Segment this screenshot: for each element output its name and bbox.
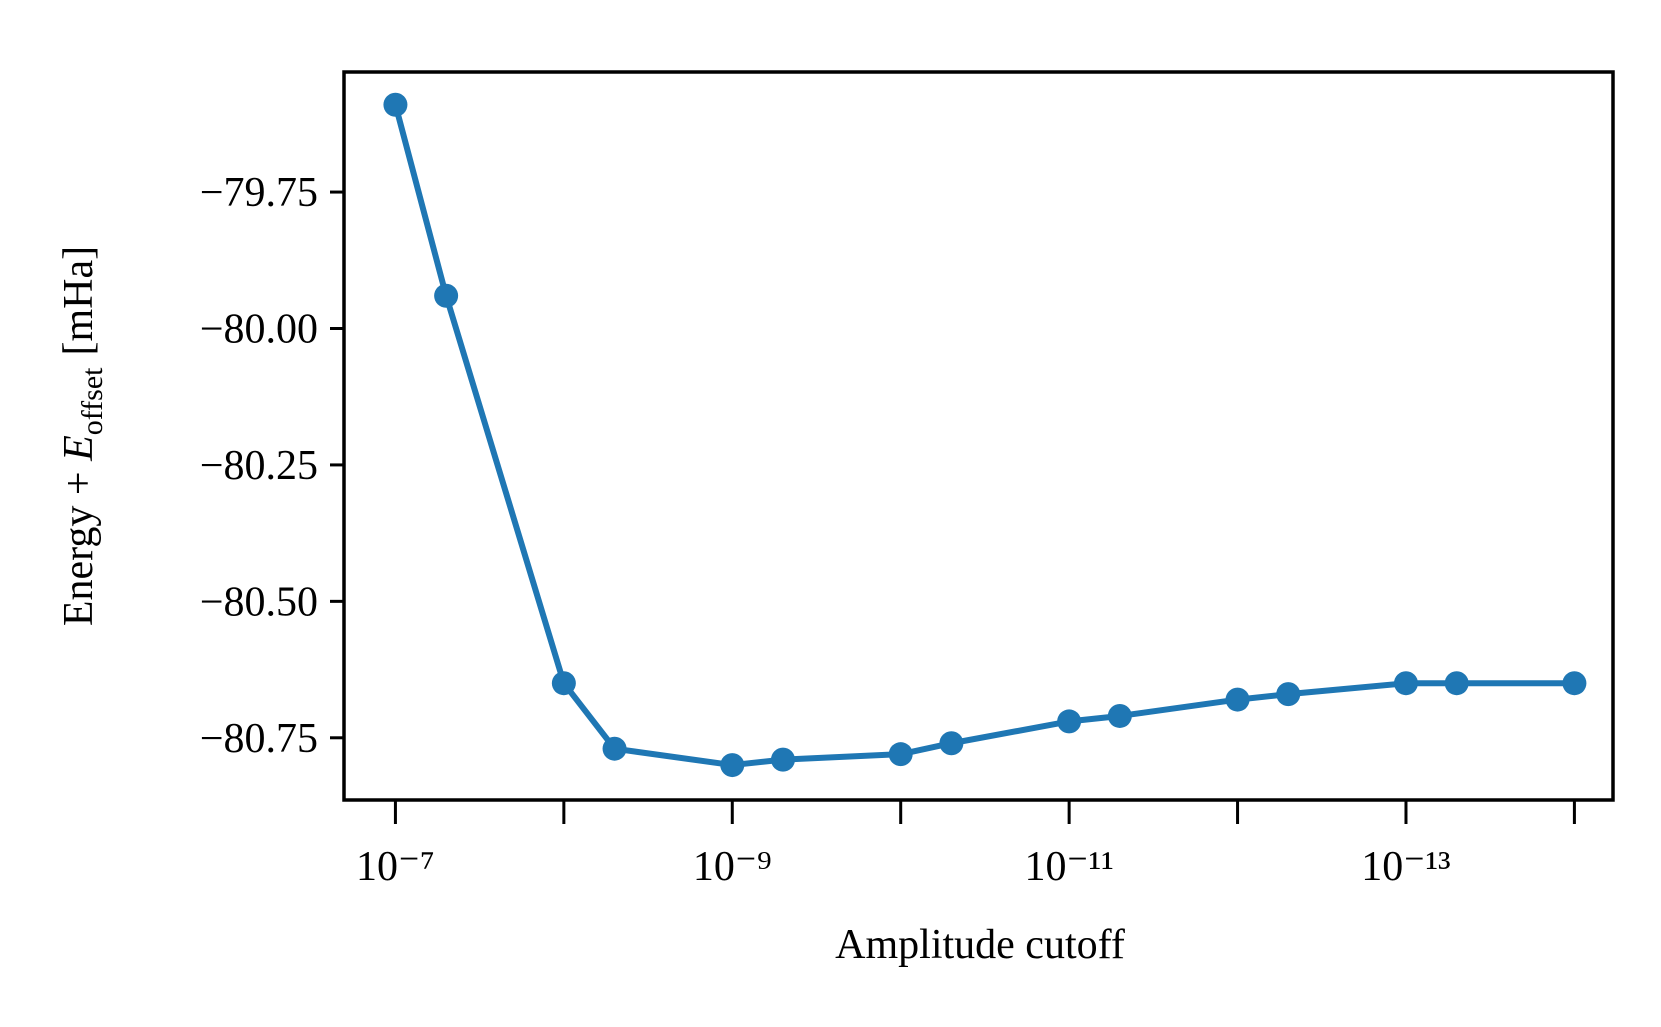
data-point: [1562, 671, 1587, 696]
data-point: [1393, 671, 1418, 696]
y-axis-label: Energy + Eoffset [mHa]: [56, 246, 109, 626]
data-point: [602, 736, 627, 761]
data-point: [1107, 703, 1132, 728]
data-point: [1225, 687, 1250, 712]
data-point: [434, 283, 459, 308]
y-label-prefix: Energy +: [56, 461, 102, 626]
y-tick-label: −80.25: [200, 443, 318, 489]
y-tick-label: −79.75: [200, 170, 318, 216]
x-tick-label: 10⁻⁹: [693, 844, 772, 890]
plot-frame: [342, 70, 1615, 802]
data-point: [1057, 709, 1082, 734]
data-point: [1444, 671, 1469, 696]
data-point: [383, 92, 408, 117]
y-label-unit: [mHa]: [56, 246, 102, 356]
data-point: [888, 742, 913, 767]
x-tick-label: 10⁻⁷: [356, 844, 435, 890]
data-point: [551, 671, 576, 696]
data-point: [770, 747, 795, 772]
data-point: [1276, 682, 1301, 707]
y-label-symbol: E: [56, 435, 102, 462]
y-label-subscript: offset: [76, 367, 109, 435]
y-tick-label: −80.75: [200, 716, 318, 762]
data-point: [939, 731, 964, 756]
x-tick-label: 10⁻¹¹: [1024, 844, 1113, 890]
y-tick-label: −80.00: [200, 306, 318, 352]
x-tick-label: 10⁻¹³: [1361, 844, 1450, 890]
y-tick-label: −80.50: [200, 579, 318, 625]
x-axis-label: Amplitude cutoff: [835, 922, 1125, 968]
data-point: [720, 753, 745, 778]
